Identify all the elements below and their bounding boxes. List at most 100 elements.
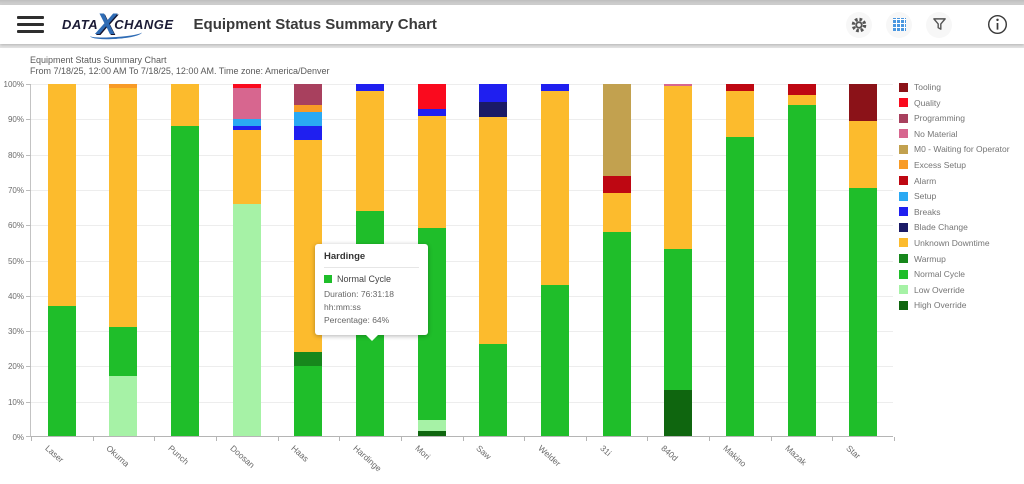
- segment-saw-blade-change[interactable]: [479, 101, 508, 118]
- segment-mori-unknown-downtime[interactable]: [417, 115, 446, 229]
- segment-doosan-breaks[interactable]: [232, 126, 261, 130]
- legend-item-alarm[interactable]: Alarm: [899, 176, 1010, 186]
- chart-subtitle: Equipment Status Summary Chart From 7/18…: [0, 48, 1024, 77]
- table-view-button[interactable]: [886, 11, 912, 38]
- segment-hardinge-unknown-downtime[interactable]: [356, 91, 385, 211]
- legend-item-warmup[interactable]: Warmup: [899, 254, 1010, 264]
- segment-hardinge-breaks[interactable]: [356, 84, 385, 92]
- segment-doosan-low-override[interactable]: [232, 203, 261, 436]
- segment-haas-breaks[interactable]: [294, 126, 323, 141]
- segment-840d-high-override[interactable]: [664, 390, 693, 436]
- segment-doosan-setup[interactable]: [232, 119, 261, 127]
- y-axis-label: 80%: [7, 150, 24, 160]
- settings-button[interactable]: [846, 11, 872, 38]
- bar-doosan[interactable]: [232, 84, 261, 436]
- bar-840d[interactable]: [664, 84, 693, 436]
- segment-mori-high-override[interactable]: [417, 430, 446, 436]
- segment-star-unknown-downtime[interactable]: [849, 120, 878, 188]
- legend-item-breaks[interactable]: Breaks: [899, 207, 1010, 217]
- segment-mori-breaks[interactable]: [417, 108, 446, 116]
- segment-saw-breaks[interactable]: [479, 84, 508, 102]
- y-axis-tick: [26, 84, 31, 85]
- segment-star-tooling[interactable]: [849, 84, 878, 121]
- segment-31i-unknown-downtime[interactable]: [602, 193, 631, 232]
- bar-laser[interactable]: [47, 84, 76, 436]
- legend-item-unknown-downtime[interactable]: Unknown Downtime: [899, 238, 1010, 248]
- filter-button[interactable]: [926, 11, 952, 38]
- segment-okuma-excess-setup[interactable]: [109, 84, 138, 88]
- bar-punch[interactable]: [171, 84, 200, 436]
- legend-label: M0 - Waiting for Operator: [914, 144, 1010, 155]
- segment-makino-unknown-downtime[interactable]: [725, 91, 754, 137]
- bar-okuma[interactable]: [109, 84, 138, 436]
- segment-laser-normal-cycle[interactable]: [47, 305, 76, 436]
- segment-haas-programming[interactable]: [294, 84, 323, 106]
- legend-item-high-override[interactable]: High Override: [899, 300, 1010, 310]
- segment-840d-normal-cycle[interactable]: [664, 249, 693, 391]
- x-axis-tick: [339, 437, 341, 441]
- legend-item-normal-cycle[interactable]: Normal Cycle: [899, 269, 1010, 279]
- segment-laser-unknown-downtime[interactable]: [47, 84, 76, 306]
- legend-item-tooling[interactable]: Tooling: [899, 82, 1010, 92]
- bar-star[interactable]: [849, 84, 878, 436]
- segment-mori-quality[interactable]: [417, 84, 446, 109]
- segment-31i-m0-waiting-for-operator[interactable]: [602, 84, 631, 176]
- legend-item-m0-waiting-for-operator[interactable]: M0 - Waiting for Operator: [899, 144, 1010, 154]
- segment-31i-alarm[interactable]: [602, 175, 631, 194]
- x-axis-tick: [154, 437, 156, 441]
- segment-saw-normal-cycle[interactable]: [479, 344, 508, 436]
- page-title: Equipment Status Summary Chart: [193, 16, 437, 33]
- segment-mori-low-override[interactable]: [417, 420, 446, 431]
- grid-line: [31, 154, 893, 156]
- legend-item-excess-setup[interactable]: Excess Setup: [899, 160, 1010, 170]
- legend-label: Unknown Downtime: [914, 237, 990, 248]
- segment-welder-breaks[interactable]: [540, 84, 569, 92]
- segment-doosan-no-material[interactable]: [232, 87, 261, 120]
- segment-doosan-quality[interactable]: [232, 84, 261, 88]
- segment-mazak-alarm[interactable]: [787, 84, 816, 95]
- x-axis-tick: [215, 437, 217, 441]
- x-axis-tick: [832, 437, 834, 441]
- hamburger-menu-button[interactable]: [17, 16, 44, 33]
- info-button[interactable]: [984, 12, 1010, 38]
- bar-31i[interactable]: [602, 84, 631, 436]
- segment-welder-unknown-downtime[interactable]: [540, 91, 569, 285]
- legend-item-low-override[interactable]: Low Override: [899, 285, 1010, 295]
- segment-makino-normal-cycle[interactable]: [725, 136, 754, 436]
- segment-840d-no-material[interactable]: [664, 84, 693, 86]
- segment-welder-normal-cycle[interactable]: [540, 284, 569, 436]
- segment-haas-normal-cycle[interactable]: [294, 365, 323, 436]
- bar-makino[interactable]: [725, 84, 754, 436]
- segment-haas-setup[interactable]: [294, 112, 323, 127]
- bar-mazak[interactable]: [787, 84, 816, 436]
- x-axis-label-doosan: Doosan: [228, 443, 257, 471]
- legend-label: Normal Cycle: [914, 269, 966, 280]
- grid-line: [31, 366, 893, 368]
- legend-item-quality[interactable]: Quality: [899, 98, 1010, 108]
- segment-haas-excess-setup[interactable]: [294, 105, 323, 113]
- legend-item-no-material[interactable]: No Material: [899, 129, 1010, 139]
- bar-welder[interactable]: [540, 84, 569, 436]
- segment-saw-unknown-downtime[interactable]: [479, 117, 508, 345]
- logo-text-change: CHANGE: [114, 17, 174, 32]
- bar-saw[interactable]: [479, 84, 508, 436]
- segment-punch-unknown-downtime[interactable]: [171, 84, 200, 127]
- segment-840d-unknown-downtime[interactable]: [664, 85, 693, 250]
- app-header: DATA X CHANGE Equipment Status Summary C…: [0, 5, 1024, 44]
- segment-haas-warmup[interactable]: [294, 351, 323, 366]
- segment-okuma-unknown-downtime[interactable]: [109, 87, 138, 327]
- segment-okuma-normal-cycle[interactable]: [109, 326, 138, 377]
- segment-31i-normal-cycle[interactable]: [602, 231, 631, 436]
- segment-makino-alarm[interactable]: [725, 84, 754, 92]
- segment-punch-normal-cycle[interactable]: [171, 126, 200, 436]
- segment-doosan-unknown-downtime[interactable]: [232, 129, 261, 204]
- legend-item-programming[interactable]: Programming: [899, 113, 1010, 123]
- segment-mazak-unknown-downtime[interactable]: [787, 94, 816, 106]
- segment-mazak-normal-cycle[interactable]: [787, 105, 816, 436]
- legend-item-setup[interactable]: Setup: [899, 191, 1010, 201]
- legend-chip-warmup: [899, 254, 908, 264]
- segment-star-normal-cycle[interactable]: [849, 187, 878, 436]
- x-axis-tick: [31, 437, 32, 441]
- legend-item-blade-change[interactable]: Blade Change: [899, 222, 1010, 232]
- segment-okuma-low-override[interactable]: [109, 376, 138, 436]
